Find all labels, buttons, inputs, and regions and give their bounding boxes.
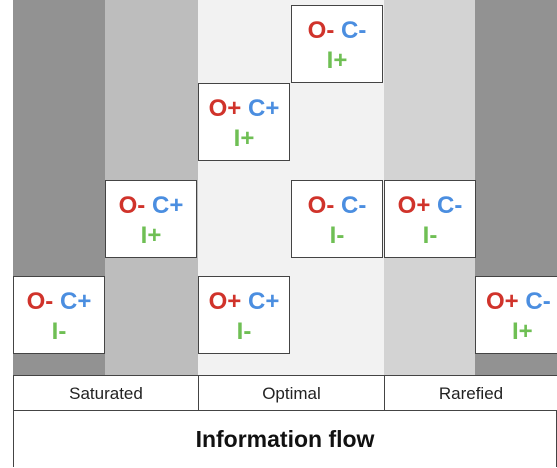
category-label-row: Saturated Optimal Rarefied [13,375,557,411]
o-value: O- [307,192,335,219]
cell-upper-left-center: O+ C+ I+ [198,83,290,161]
i-value: I+ [326,47,348,74]
i-value: I- [329,222,345,249]
o-value: O+ [208,95,242,122]
o-value: O+ [397,192,431,219]
cell-mid-center: O- C- I- [291,180,383,258]
o-value: O- [118,192,146,219]
c-value: C- [341,17,367,44]
c-value: C+ [59,288,92,315]
c-value: C+ [248,288,280,315]
cell-mid-left: O- C+ I+ [105,180,197,258]
c-value: C+ [248,95,280,122]
information-flow-box: Information flow [13,410,557,467]
label-saturated: Saturated [13,375,199,411]
c-value: C- [525,288,551,315]
cell-mid-right: O+ C- I- [384,180,476,258]
i-value: I- [51,318,67,345]
label-rarefied: Rarefied [384,375,557,411]
left-margin [0,375,13,467]
c-value: C- [341,192,367,219]
cell-bottom-center-left: O+ C+ I- [198,276,290,354]
o-value: O+ [208,288,242,315]
i-value: I+ [140,222,162,249]
cell-bottom-far-left: O- C+ I- [13,276,105,354]
information-flow-title: Information flow [195,426,375,452]
o-value: O+ [486,288,519,315]
label-optimal: Optimal [198,375,385,411]
c-value: C- [437,192,463,219]
cell-top-center: O- C- I+ [291,5,383,83]
i-value: I+ [512,318,533,345]
o-value: O- [26,288,54,315]
i-value: I- [422,222,438,249]
c-value: C+ [151,192,184,219]
i-value: I+ [233,125,255,152]
cell-bottom-far-right: O+ C- I+ [475,276,557,354]
o-value: O- [307,17,335,44]
i-value: I- [236,318,252,345]
